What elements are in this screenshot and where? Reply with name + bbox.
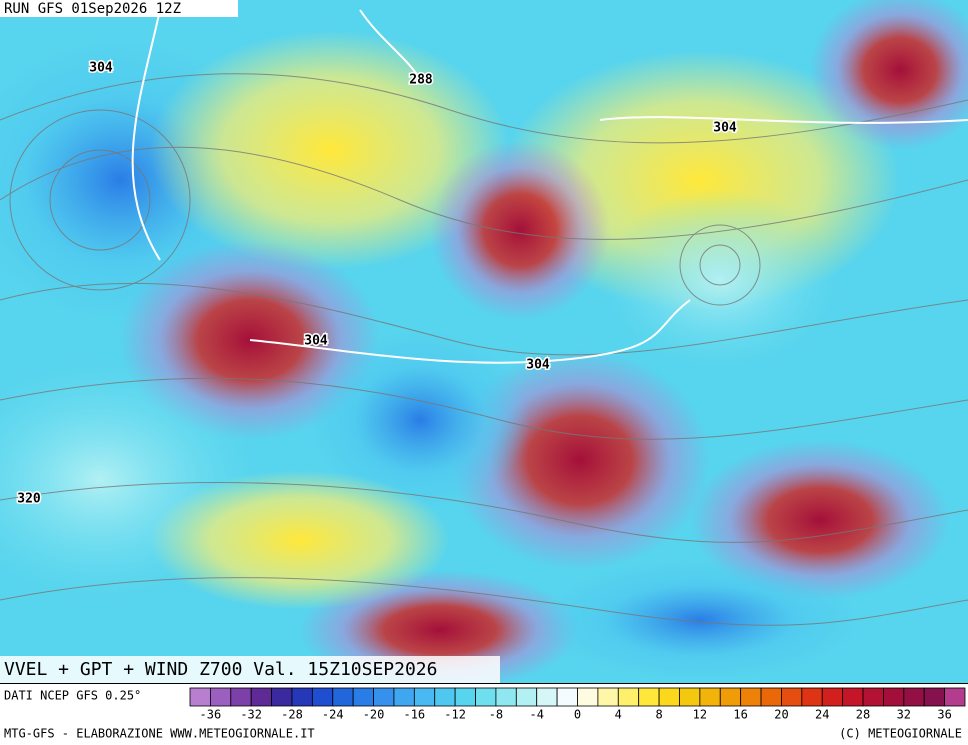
color-swatch	[189, 687, 211, 707]
header-box	[0, 0, 238, 17]
isohypses	[131, 9, 968, 364]
colorbar-tick-label: -16	[403, 708, 425, 722]
colorbar-tick-label: -28	[281, 708, 303, 722]
color-swatch	[332, 687, 354, 707]
source-label: DATI NCEP GFS 0.25°	[4, 689, 141, 703]
color-swatch	[944, 687, 966, 707]
color-swatch	[454, 687, 476, 707]
color-swatch	[658, 687, 680, 707]
color-swatch	[271, 687, 293, 707]
color-swatch	[597, 687, 619, 707]
colorbar-tick-label: 16	[733, 708, 747, 722]
colorbar-tick-label: 12	[693, 708, 707, 722]
color-swatch	[250, 687, 272, 707]
colorbar-tick-label: 24	[815, 708, 829, 722]
colorbar-tick-label: -12	[444, 708, 466, 722]
color-swatch	[862, 687, 884, 707]
colorbar-tick-label: 36	[937, 708, 951, 722]
color-swatch	[413, 687, 436, 707]
map-title: VVEL + GPT + WIND Z700 Val. 15Z10SEP2026	[4, 659, 437, 680]
color-swatch	[781, 687, 803, 707]
color-swatch	[311, 687, 334, 707]
footer-left: MTG-GFS - ELABORAZIONE WWW.METEOGIORNALE…	[4, 727, 315, 741]
color-swatch	[475, 687, 497, 707]
colorbar-tick-label: 0	[574, 708, 581, 722]
contour-label: 304	[713, 121, 737, 136]
contour-label: 304	[304, 334, 328, 349]
color-swatch	[434, 687, 456, 707]
color-swatch	[617, 687, 640, 707]
colorbar-tick-label: -8	[489, 708, 503, 722]
colorbar-tick-label: -4	[529, 708, 543, 722]
contour-label: 304	[526, 358, 550, 373]
colorbar-tick-label: 32	[897, 708, 911, 722]
color-swatch	[801, 687, 823, 707]
footer-right: (C) METEOGIORNALE	[839, 727, 962, 741]
color-swatch	[883, 687, 905, 707]
color-swatch	[821, 687, 844, 707]
color-swatch	[291, 687, 313, 707]
colorbar-tick-label: -20	[363, 708, 385, 722]
color-swatch	[638, 687, 660, 707]
color-swatch	[556, 687, 578, 707]
contour-label: 288	[409, 73, 433, 88]
colorbar-tick-label: 28	[856, 708, 870, 722]
color-swatch	[577, 687, 599, 707]
color-swatch	[373, 687, 395, 707]
color-swatch	[760, 687, 782, 707]
color-swatch	[230, 687, 252, 707]
color-swatch	[740, 687, 762, 707]
streamlines	[0, 73, 968, 626]
separator	[0, 683, 968, 684]
color-swatch	[719, 687, 742, 707]
color-swatch	[923, 687, 946, 707]
colorbar-tick-label: 8	[655, 708, 662, 722]
contour-label: 320	[17, 492, 41, 507]
color-swatch	[903, 687, 925, 707]
color-swatch	[536, 687, 558, 707]
color-swatch	[679, 687, 701, 707]
color-swatch	[515, 687, 538, 707]
colorbar-tick-label: 20	[774, 708, 788, 722]
color-swatch	[495, 687, 517, 707]
run-label: RUN GFS 01Sep2026 12Z	[4, 1, 181, 17]
colorbar-tick-label: -24	[322, 708, 344, 722]
colorbar-tick-label: -36	[200, 708, 222, 722]
title-box	[0, 656, 500, 683]
color-swatch	[352, 687, 374, 707]
color-swatch	[209, 687, 232, 707]
color-swatch	[842, 687, 864, 707]
colorbar-tick-label: -32	[240, 708, 262, 722]
color-swatch	[393, 687, 415, 707]
color-swatch	[699, 687, 721, 707]
contour-label: 304	[89, 61, 113, 76]
map-background	[0, 0, 968, 690]
colorbar-tick-label: 4	[615, 708, 622, 722]
